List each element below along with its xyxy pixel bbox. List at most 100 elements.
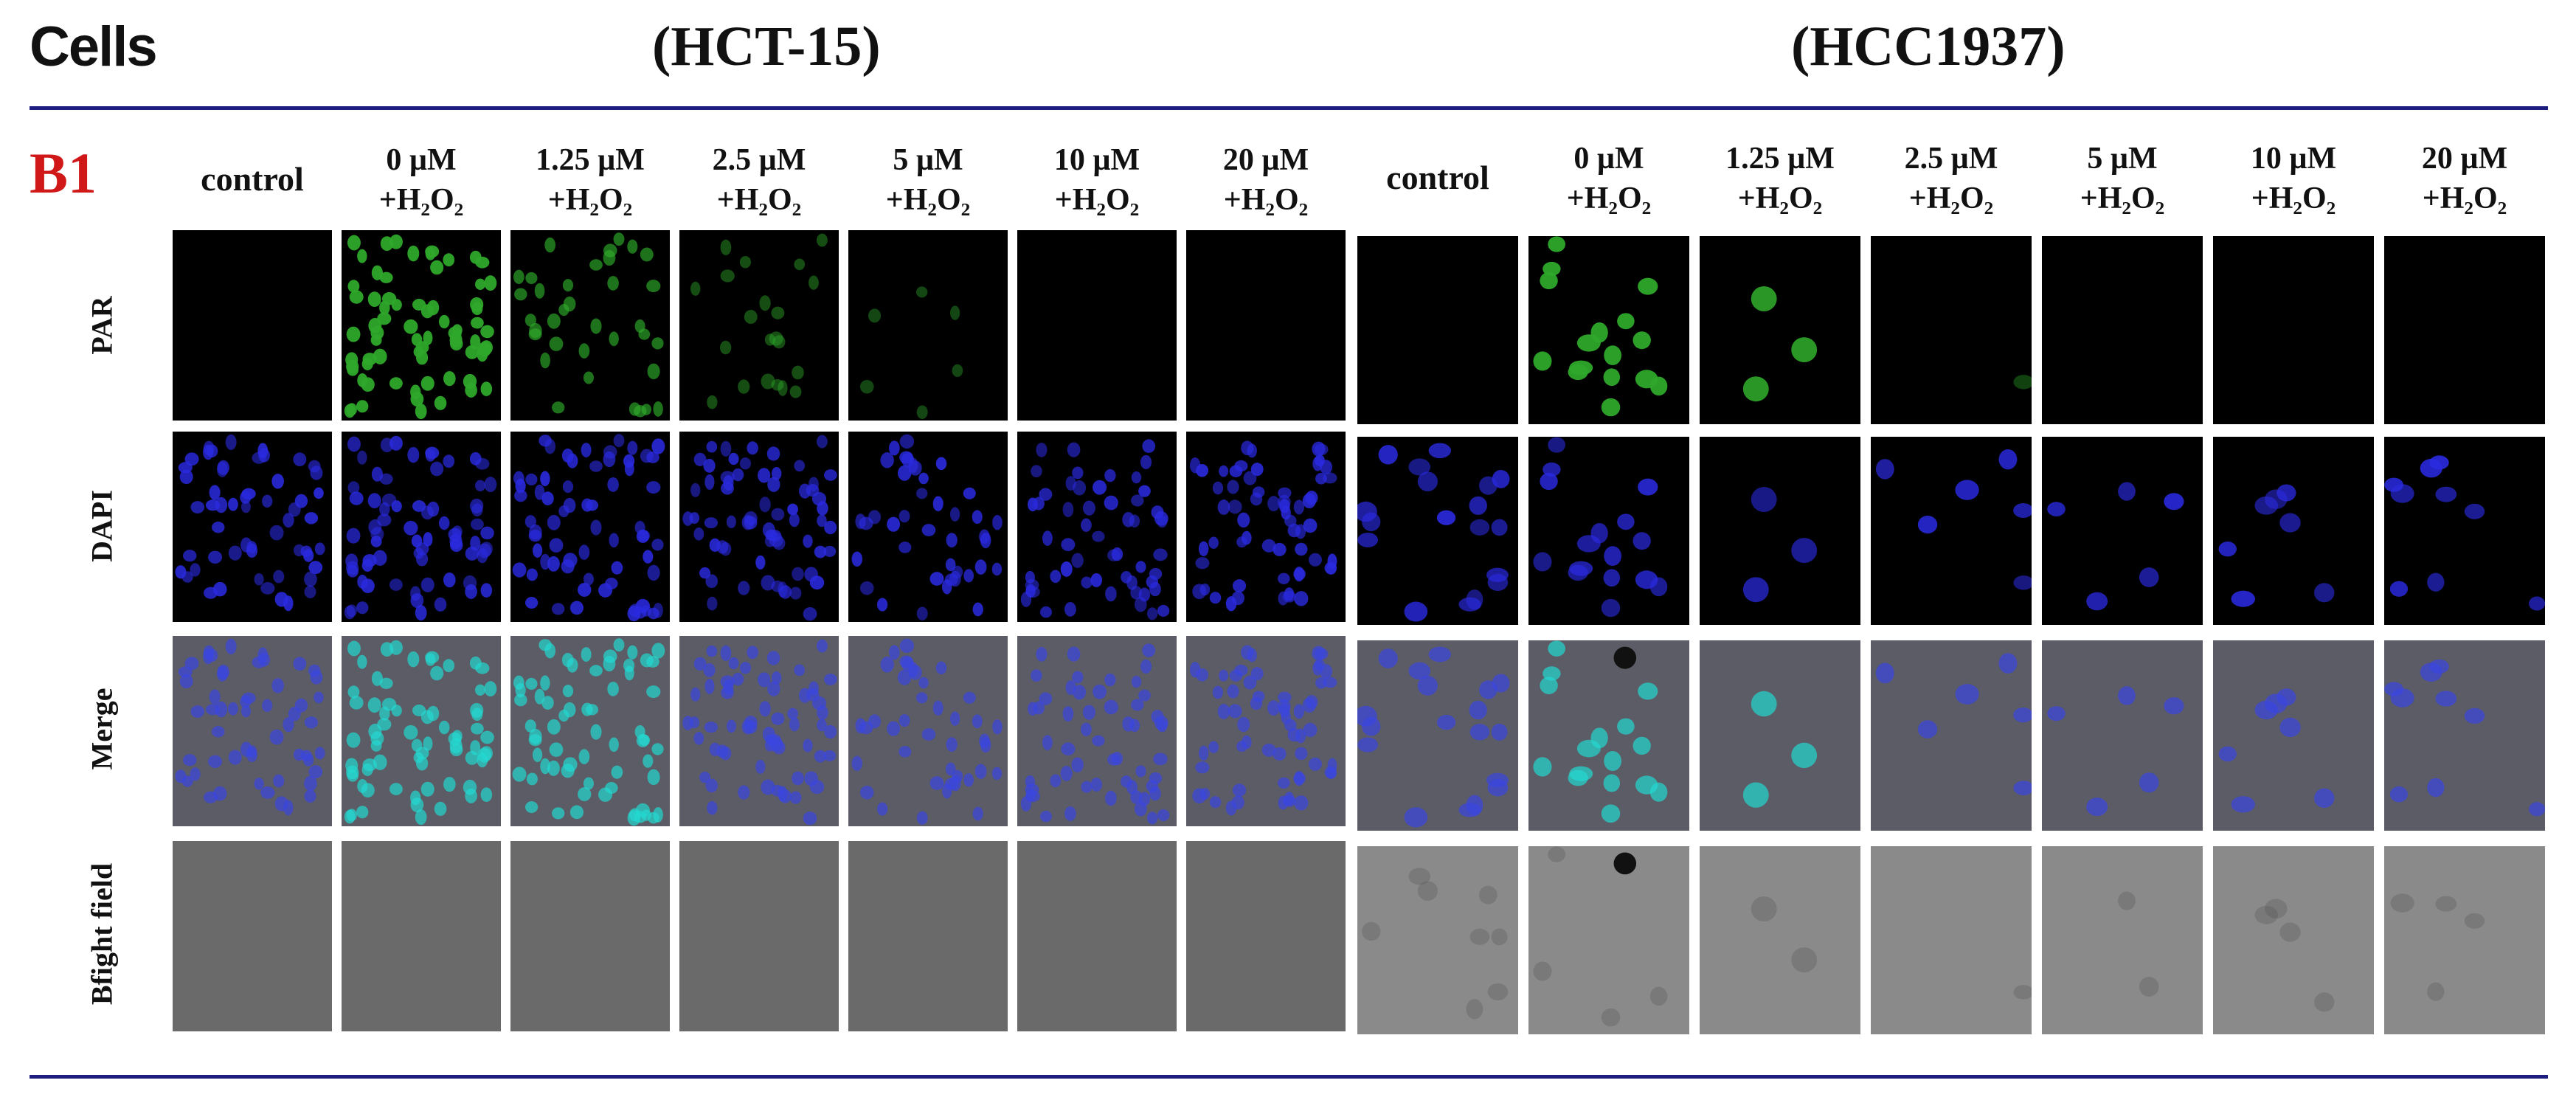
micrograph-hcc-par-4 [2042,236,2203,424]
micrograph-hcc-merge-5 [2213,640,2374,831]
micrograph-hct-dapi-2 [510,432,670,622]
column-label-hcc-6: 20 µM +H₂O₂ [2380,139,2549,218]
micrograph-hct-par-4 [848,230,1008,421]
micrograph-hct-merge-0 [173,636,332,826]
row-label-par: PAR [85,296,119,355]
micrograph-hcc-bf-4 [2042,846,2203,1034]
column-label-hcc-0: control [1353,158,1523,198]
column-label-line2: +H₂O₂ [1737,181,1823,215]
column-label-line1: 20 µM [1222,143,1309,177]
micrograph-hct-bf-4 [848,841,1008,1031]
column-label-hcc-1: 0 µM +H₂O₂ [1524,139,1694,218]
micrograph-hct-bf-0 [173,841,332,1031]
micrograph-hct-bf-5 [1017,841,1177,1031]
micrograph-hct-dapi-6 [1186,432,1346,622]
micrograph-hct-bf-3 [679,841,839,1031]
micrograph-hct-par-0 [173,230,332,421]
micrograph-hct-par-6 [1186,230,1346,421]
micrograph-hcc-bf-6 [2384,846,2545,1034]
column-label-hcc-5: 10 µM +H₂O₂ [2209,139,2378,218]
micrograph-hcc-bf-3 [1871,846,2032,1034]
micrograph-hct-merge-3 [679,636,839,826]
micrograph-hcc-dapi-3 [1871,437,2032,625]
column-label-line2: +H₂O₂ [1908,181,1994,215]
micrograph-hcc-dapi-0 [1357,437,1518,625]
column-label-line2: +H₂O₂ [2422,181,2507,215]
micrograph-hcc-merge-1 [1528,640,1689,831]
column-label-line1: 5 µM [893,143,963,177]
micrograph-hct-par-2 [510,230,670,421]
micrograph-hcc-par-3 [1871,236,2032,424]
column-label-line1: 20 µM [2421,142,2508,176]
column-label-line1: 10 µM [1053,143,1140,177]
micrograph-hct-bf-1 [342,841,501,1031]
column-label-line2: +H₂O₂ [378,183,464,217]
row-label-bfight-field: Bfight field [85,862,119,1006]
micrograph-hct-dapi-3 [679,432,839,622]
micrograph-hcc-dapi-6 [2384,437,2545,625]
column-label-line1: 2.5 µM [712,143,806,177]
column-label-hcc-2: 1.25 µM +H₂O₂ [1695,139,1865,218]
column-label-line1: 5 µM [2087,142,2158,176]
micrograph-hct-merge-2 [510,636,670,826]
micrograph-hct-par-5 [1017,230,1177,421]
column-label-hct-5: 10 µM +H₂O₂ [1012,140,1182,220]
micrograph-hcc-merge-4 [2042,640,2203,831]
column-label-line2: +H₂O₂ [547,183,633,217]
group-title-hcc1937: (HCC1937) [1791,15,2066,77]
micrograph-hcc-merge-0 [1357,640,1518,831]
micrograph-hct-bf-2 [510,841,670,1031]
column-label-hct-6: 20 µM +H₂O₂ [1181,140,1351,220]
micrograph-hcc-dapi-4 [2042,437,2203,625]
column-label-line2: +H₂O₂ [1054,183,1140,217]
micrograph-hcc-dapi-2 [1700,437,1860,625]
column-label-hct-0: control [167,159,337,199]
micrograph-hcc-par-2 [1700,236,1860,424]
column-label-line2: +H₂O₂ [1566,181,1652,215]
micrograph-hct-merge-6 [1186,636,1346,826]
micrograph-hcc-bf-2 [1700,846,1860,1034]
column-label-hcc-3: 2.5 µM +H₂O₂ [1866,139,2036,218]
micrograph-hct-par-1 [342,230,501,421]
column-label-line2: +H₂O₂ [2080,181,2165,215]
column-label-hct-1: 0 µM +H₂O₂ [336,140,506,220]
micrograph-hcc-par-6 [2384,236,2545,424]
top-divider [30,106,2548,110]
micrograph-hcc-merge-3 [1871,640,2032,831]
micrograph-hcc-bf-0 [1357,846,1518,1034]
column-label-line1: 0 µM [386,143,457,177]
micrograph-hct-dapi-4 [848,432,1008,622]
micrograph-hct-bf-6 [1186,841,1346,1031]
column-label-line1: 0 µM [1573,142,1644,176]
column-label-line1: 1.25 µM [1725,142,1835,176]
column-label-line1: 2.5 µM [1904,142,1998,176]
micrograph-hct-dapi-5 [1017,432,1177,622]
micrograph-hct-dapi-0 [173,432,332,622]
micrograph-hct-merge-4 [848,636,1008,826]
column-label-hct-3: 2.5 µM +H₂O₂ [674,140,844,220]
micrograph-hcc-bf-5 [2213,846,2374,1034]
column-label-line2: +H₂O₂ [716,183,802,217]
row-label-merge: Merge [85,688,119,770]
micrograph-hct-dapi-1 [342,432,501,622]
row-label-dapi: DAPI [85,490,119,562]
column-label-line2: +H₂O₂ [1223,183,1309,217]
micrograph-hcc-merge-6 [2384,640,2545,831]
bottom-divider [30,1075,2548,1079]
micrograph-hcc-par-0 [1357,236,1518,424]
micrograph-hcc-merge-2 [1700,640,1860,831]
column-label-hct-4: 5 µM +H₂O₂ [843,140,1013,220]
micrograph-hcc-par-1 [1528,236,1689,424]
column-label-line2: +H₂O₂ [885,183,971,217]
micrograph-hct-merge-5 [1017,636,1177,826]
column-label-line1: 1.25 µM [536,143,645,177]
micrograph-hcc-dapi-5 [2213,437,2374,625]
cells-heading: Cells [30,15,158,78]
micrograph-hcc-bf-1 [1528,846,1689,1034]
micrograph-hct-par-3 [679,230,839,421]
group-title-hct15: (HCT-15) [652,15,881,77]
column-label-line1: 10 µM [2250,142,2337,176]
column-label-line1: control [201,160,304,198]
micrograph-hcc-dapi-1 [1528,437,1689,625]
column-label-hcc-4: 5 µM +H₂O₂ [2037,139,2207,218]
